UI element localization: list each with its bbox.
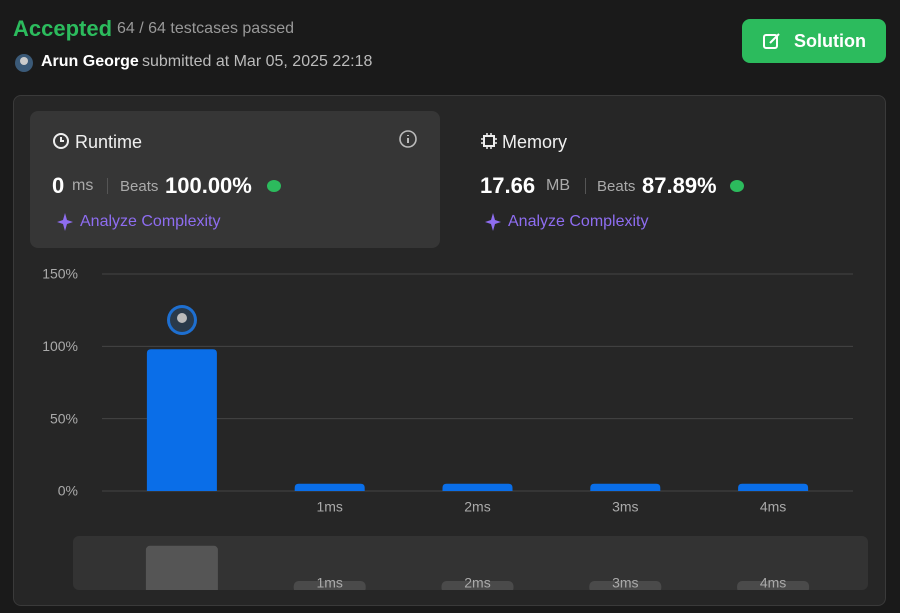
divider bbox=[585, 178, 586, 194]
x-tick-label: 2ms bbox=[464, 499, 490, 515]
clock-icon bbox=[53, 133, 69, 149]
x-tick-label: 3ms bbox=[612, 499, 638, 515]
memory-beats: 87.89% bbox=[642, 173, 717, 198]
bar bbox=[738, 483, 809, 491]
clap-icon bbox=[267, 180, 281, 192]
y-tick-label: 0% bbox=[58, 483, 78, 499]
bar bbox=[590, 483, 661, 491]
minimap-bar bbox=[589, 597, 661, 600]
runtime-beats-label: Beats bbox=[120, 178, 159, 195]
runtime-value: 0 bbox=[52, 173, 65, 198]
sparkle-icon bbox=[485, 213, 501, 231]
runtime-beats: 100.00% bbox=[165, 173, 252, 198]
divider bbox=[107, 178, 108, 194]
minimap-label-bg bbox=[737, 581, 810, 590]
analyze-link[interactable]: Analyze Complexity bbox=[508, 213, 649, 230]
minimap-label-bg bbox=[293, 581, 366, 590]
x-tick-label: 1ms bbox=[316, 499, 342, 515]
memory-beats-label: Beats bbox=[597, 178, 636, 195]
y-tick-label: 50% bbox=[50, 410, 78, 426]
info-icon[interactable] bbox=[398, 129, 418, 149]
bar bbox=[294, 483, 365, 491]
runtime-title: Runtime bbox=[75, 132, 143, 152]
user-avatar-marker bbox=[177, 313, 187, 323]
button-label: Solution bbox=[794, 31, 866, 51]
minimap-label: 3ms bbox=[612, 575, 638, 591]
sparkle-icon bbox=[57, 213, 73, 231]
runtime-card[interactable] bbox=[30, 111, 440, 248]
submitted-at: submitted at Mar 05, 2025 22:18 bbox=[142, 53, 373, 70]
y-tick-label: 100% bbox=[42, 338, 78, 354]
runtime-unit: ms bbox=[72, 177, 94, 194]
edit-icon bbox=[763, 33, 780, 49]
y-tick-label: 150% bbox=[42, 266, 78, 282]
x-tick-label: 4ms bbox=[760, 499, 786, 515]
avatar bbox=[15, 54, 33, 72]
minimap-label: 1ms bbox=[316, 575, 342, 591]
clap-icon bbox=[730, 180, 744, 192]
memory-title: Memory bbox=[502, 132, 568, 152]
minimap-bar bbox=[442, 597, 514, 600]
minimap-bars bbox=[145, 545, 810, 600]
minimap-label-bg bbox=[441, 581, 514, 590]
minimap[interactable] bbox=[73, 536, 868, 590]
minimap-label: 2ms bbox=[464, 575, 490, 591]
solution-button[interactable]: Solution bbox=[742, 19, 886, 63]
bar bbox=[442, 483, 513, 491]
status: Accepted bbox=[13, 16, 113, 41]
memory-value: 17.66 bbox=[480, 173, 536, 198]
user-name[interactable]: Arun George bbox=[41, 53, 139, 70]
minimap-bar bbox=[294, 597, 366, 600]
memory-unit: MB bbox=[546, 177, 570, 194]
minimap-label: 4ms bbox=[760, 575, 786, 591]
minimap-label-bg bbox=[589, 581, 662, 590]
chip-icon bbox=[481, 133, 497, 149]
minimap-bar bbox=[737, 597, 809, 600]
analyze-link[interactable]: Analyze Complexity bbox=[80, 213, 221, 230]
bar bbox=[146, 349, 217, 491]
minimap-bar bbox=[145, 545, 218, 590]
testcases: 64 / 64 testcases passed bbox=[117, 20, 294, 37]
